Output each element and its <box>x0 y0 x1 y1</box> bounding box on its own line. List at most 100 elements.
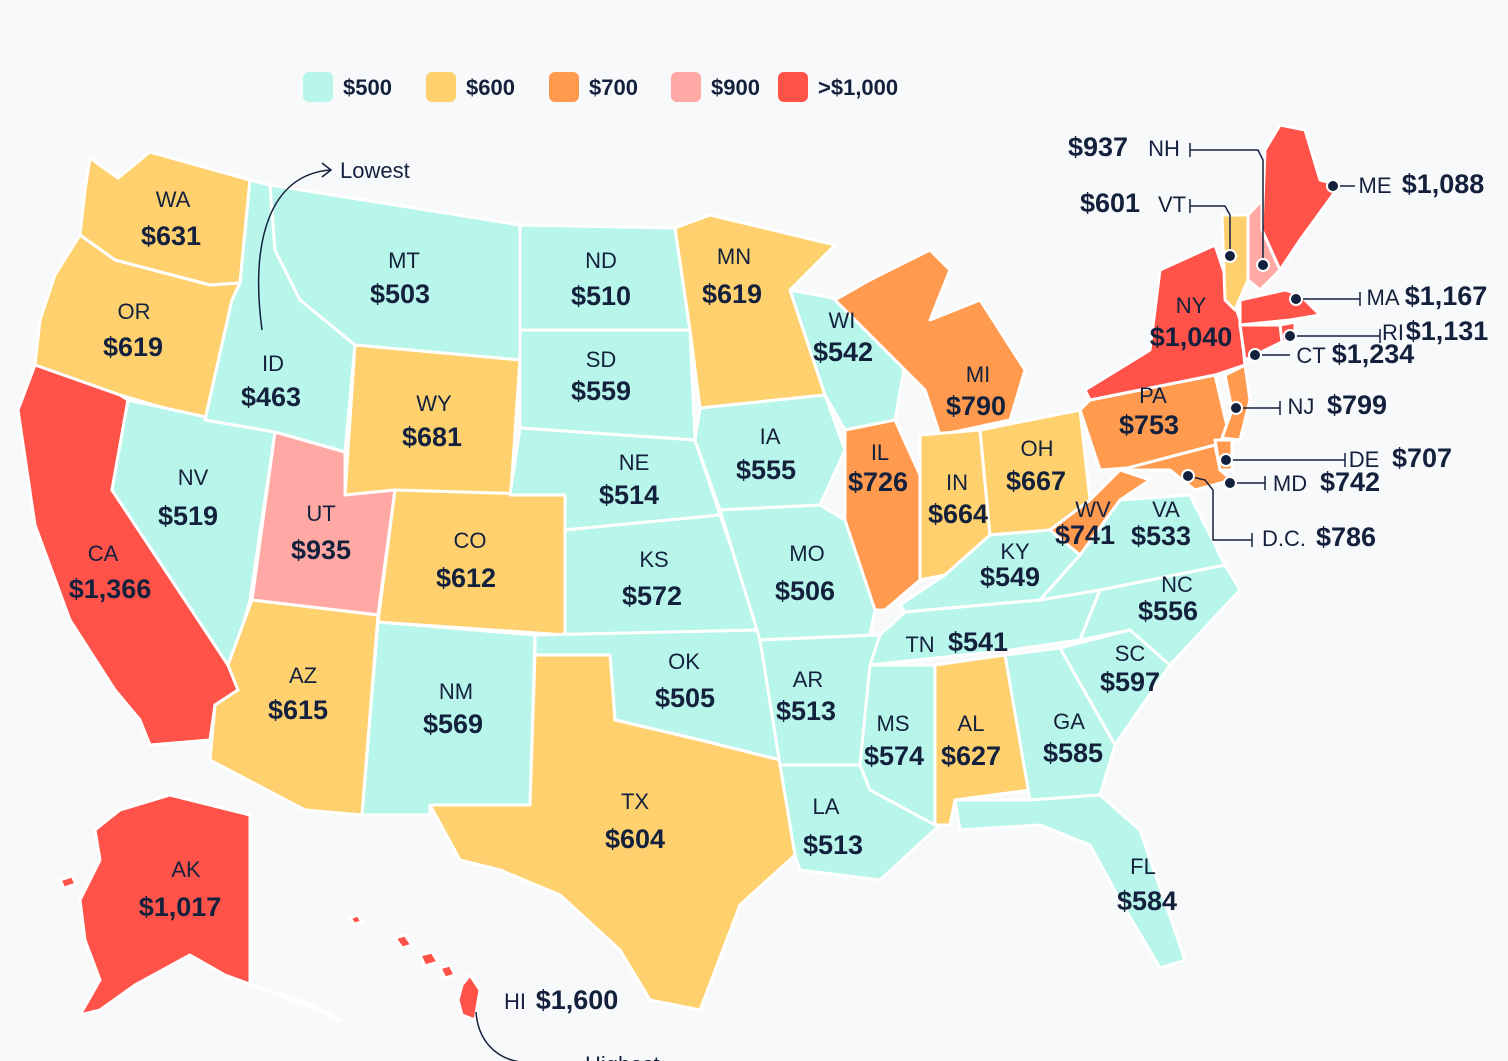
label-value-in: $664 <box>928 499 988 529</box>
state-ma <box>1238 288 1322 327</box>
state-vt <box>1220 213 1250 312</box>
state-fl <box>953 793 1187 970</box>
label-value-ut: $935 <box>291 535 351 565</box>
label-value-wi: $542 <box>813 337 873 367</box>
label-abbr-hi: HI <box>504 989 526 1014</box>
label-abbr-wy: WY <box>416 391 452 416</box>
label-abbr-me: ME <box>1359 173 1392 198</box>
label-abbr-nv: NV <box>178 465 209 490</box>
label-value-ky: $549 <box>980 562 1040 592</box>
state-il <box>843 418 922 612</box>
label-value-nm: $569 <box>423 709 483 739</box>
label-abbr-ut: UT <box>306 501 335 526</box>
legend-swatch-1 <box>426 72 456 102</box>
label-value-mt: $503 <box>370 279 430 309</box>
legend-label-4: >$1,000 <box>818 75 898 100</box>
label-value-mo: $506 <box>775 576 835 606</box>
legend-label-3: $900 <box>711 75 760 100</box>
legend-label-1: $600 <box>466 75 515 100</box>
label-value-nj: $799 <box>1327 390 1387 420</box>
label-abbr-or: OR <box>118 299 151 324</box>
marker-dot-ri <box>1283 329 1297 343</box>
label-abbr-ok: OK <box>668 649 700 674</box>
leader-lines <box>1181 143 1381 547</box>
state-wv <box>1048 468 1152 557</box>
label-value-nd: $510 <box>571 281 631 311</box>
legend-swatch-4 <box>778 72 808 102</box>
label-abbr-dc.: D.C. <box>1262 526 1306 551</box>
label-abbr-ms: MS <box>877 711 910 736</box>
label-value-or: $619 <box>103 332 163 362</box>
state-hi <box>456 973 482 1022</box>
state-shapes <box>16 123 1342 1022</box>
leader-dc. <box>1187 475 1252 541</box>
highest-label: Highest <box>585 1052 660 1061</box>
label-abbr-sd: SD <box>586 347 617 372</box>
label-abbr-va: VA <box>1152 497 1180 522</box>
legend: $500 $600 $700 $900 >$1,000 <box>303 72 898 102</box>
label-abbr-ar: AR <box>793 667 824 692</box>
leader-vt <box>1190 205 1231 256</box>
label-abbr-ia: IA <box>760 424 781 449</box>
label-abbr-wa: WA <box>156 187 191 212</box>
label-abbr-fl: FL <box>1130 854 1156 879</box>
state-labels: WA $631 OR $619 CA $1,366 NV $519 ID $463 MT $503 WY… <box>69 132 1489 1015</box>
label-abbr-id: ID <box>262 351 284 376</box>
label-abbr-oh: OH <box>1021 436 1054 461</box>
state-tx <box>428 653 797 1012</box>
label-abbr-nm: NM <box>439 679 473 704</box>
leader-nh <box>1190 149 1264 265</box>
island-0 <box>393 933 414 950</box>
state-ak <box>78 793 342 1022</box>
state-ia <box>693 393 847 512</box>
label-abbr-al: AL <box>958 711 985 736</box>
state-ga <box>1003 646 1117 802</box>
label-abbr-pa: PA <box>1139 383 1167 408</box>
island-4 <box>58 874 78 890</box>
label-abbr-co: CO <box>454 528 487 553</box>
label-value-ma: $1,167 <box>1405 281 1488 311</box>
lowest-label: Lowest <box>340 158 410 183</box>
label-value-oh: $667 <box>1006 466 1066 496</box>
label-abbr-nj: NJ <box>1288 394 1315 419</box>
legend-swatch-0 <box>303 72 333 102</box>
label-value-vt: $601 <box>1080 188 1140 218</box>
state-nd <box>518 223 692 332</box>
label-value-ct: $1,234 <box>1332 339 1415 369</box>
label-value-nc: $556 <box>1138 596 1198 626</box>
label-value-il: $726 <box>848 467 908 497</box>
label-abbr-mo: MO <box>789 541 824 566</box>
label-value-mi: $790 <box>946 391 1006 421</box>
label-value-wa: $631 <box>141 221 201 251</box>
label-abbr-de: DE <box>1349 447 1380 472</box>
legend-swatch-3 <box>671 72 701 102</box>
island-3 <box>348 913 364 926</box>
label-value-de: $707 <box>1392 443 1452 473</box>
label-value-ak: $1,017 <box>139 892 222 922</box>
label-abbr-ga: GA <box>1053 709 1085 734</box>
marker-dot-md <box>1223 476 1237 490</box>
label-abbr-la: LA <box>813 794 840 819</box>
label-value-nv: $519 <box>158 501 218 531</box>
label-abbr-sc: SC <box>1115 641 1146 666</box>
label-abbr-mi: MI <box>966 362 990 387</box>
label-abbr-nh: NH <box>1148 136 1180 161</box>
label-value-ga: $585 <box>1043 738 1103 768</box>
label-abbr-ne: NE <box>619 450 650 475</box>
label-abbr-in: IN <box>946 470 968 495</box>
state-me <box>1260 123 1342 272</box>
label-abbr-ak: AK <box>171 857 201 882</box>
label-value-me: $1,088 <box>1402 169 1485 199</box>
label-value-ia: $555 <box>736 455 796 485</box>
label-abbr-md: MD <box>1273 471 1307 496</box>
marker-dot-nj <box>1229 401 1243 415</box>
label-value-ri: $1,131 <box>1406 316 1489 346</box>
label-abbr-mn: MN <box>717 244 751 269</box>
label-abbr-ny: NY <box>1176 293 1207 318</box>
label-value-la: $513 <box>803 830 863 860</box>
label-value-ms: $574 <box>864 741 924 771</box>
label-abbr-wv: WV <box>1075 497 1111 522</box>
legend-label-0: $500 <box>343 75 392 100</box>
state-pa <box>1078 373 1237 472</box>
